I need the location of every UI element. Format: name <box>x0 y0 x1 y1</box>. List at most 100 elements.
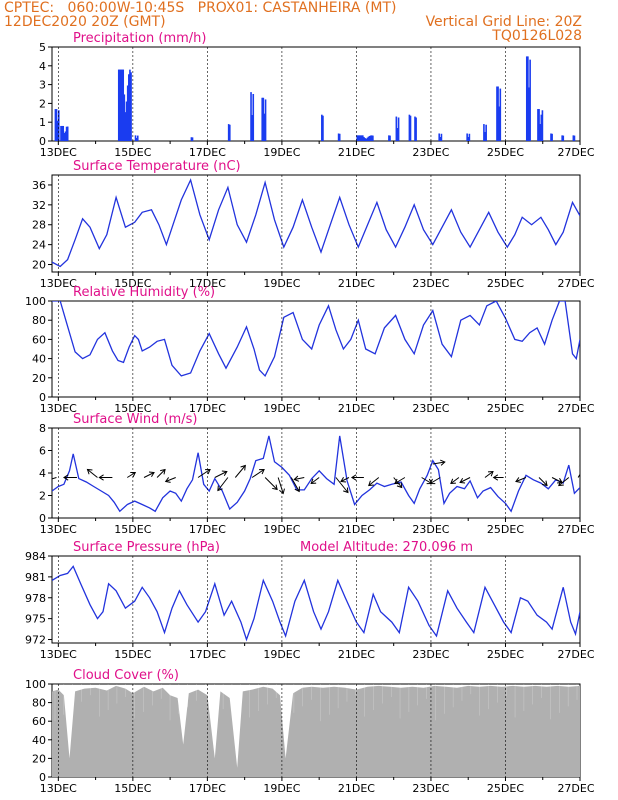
precip-bar <box>541 110 544 141</box>
wind-arrow <box>430 477 441 484</box>
precip-bar <box>368 135 371 141</box>
precip-bar <box>64 131 67 141</box>
precip-bar <box>360 135 363 141</box>
x-tick-label: 23DEC <box>412 146 449 159</box>
wind-arrow <box>340 477 350 482</box>
x-tick-label: 21DEC <box>338 648 375 661</box>
precip-bar <box>539 124 541 141</box>
precip-bar <box>528 87 530 141</box>
x-tick-label: 21DEC <box>338 402 375 415</box>
y-tick-label: 80 <box>32 314 46 327</box>
x-tick-label: 21DEC <box>338 782 375 795</box>
x-tick-label: 25DEC <box>487 648 524 661</box>
precip-bar <box>537 109 539 141</box>
y-tick-label: 40 <box>32 734 46 747</box>
y-tick-label: 0 <box>39 135 46 148</box>
precip-bar <box>397 117 400 141</box>
precip-bar <box>121 69 123 141</box>
wind-arrow-head <box>130 471 137 478</box>
wind-arrow-head <box>515 477 521 483</box>
precip-bar <box>337 133 340 141</box>
wind-arrow <box>421 477 432 484</box>
panel-title: Precipitation (mm/h) <box>73 31 206 46</box>
precip-bar <box>122 69 125 141</box>
precip-bar <box>366 137 369 141</box>
wind-arrow-head <box>450 478 456 485</box>
precip-bar <box>572 135 575 141</box>
wind-arrow-head <box>98 474 104 481</box>
y-tick-label: 0 <box>39 771 46 784</box>
x-tick-label: 13DEC <box>40 648 77 661</box>
wind-arrow-head <box>272 484 278 491</box>
x-tick-label: 21DEC <box>338 277 375 290</box>
wind-arrow <box>538 477 548 486</box>
x-tick-label: 13DEC <box>40 782 77 795</box>
precip-bar <box>125 101 128 141</box>
x-tick-label: 19DEC <box>263 648 300 661</box>
precip-bar <box>363 136 365 141</box>
wind-arrow <box>156 469 166 478</box>
precip-bar <box>440 133 443 141</box>
x-tick-label: 23DEC <box>412 523 449 536</box>
precip-bar <box>123 94 126 141</box>
wind-arrow <box>87 469 98 478</box>
precip-bar <box>264 99 267 141</box>
precip-bar <box>57 110 60 141</box>
y-tick-label: 36 <box>32 179 46 192</box>
y-tick-label: 24 <box>32 239 46 252</box>
wind-arrow-head <box>487 470 494 477</box>
wind-arrow <box>290 477 300 492</box>
precip-bar <box>389 135 391 141</box>
precip-bar <box>134 135 137 141</box>
wind-arrow <box>394 477 406 484</box>
x-tick-label: 23DEC <box>412 648 449 661</box>
wind-arrow-head <box>310 478 317 485</box>
wind-arrow-head <box>240 464 246 471</box>
y-tick-label: 20 <box>32 259 46 272</box>
precip-bar <box>483 124 485 141</box>
header-date: 12DEC2020 20Z (GMT) <box>4 14 166 30</box>
wind-arrow-head <box>368 480 374 487</box>
x-tick-label: 15DEC <box>114 782 151 795</box>
precip-bar <box>497 86 499 141</box>
plot-area <box>54 56 576 141</box>
precip-bar <box>130 72 132 141</box>
wind-arrow-head <box>343 487 349 494</box>
header-grid-note: Vertical Grid Line: 20Z <box>425 14 582 30</box>
x-tick-label: 17DEC <box>189 523 226 536</box>
precip-bar <box>396 128 399 141</box>
wind-arrow-head <box>221 470 228 477</box>
wind-arrow <box>294 477 305 480</box>
precip-bar <box>395 116 398 141</box>
plot-area <box>52 435 580 513</box>
y-tick-label: 80 <box>32 697 46 710</box>
y-tick-label: 978 <box>25 592 46 605</box>
precip-bar <box>61 125 63 141</box>
precip-bar <box>227 124 230 141</box>
wind-arrow <box>214 471 228 478</box>
precip-bar <box>415 117 417 141</box>
wind-arrow-head <box>394 478 400 485</box>
panel-4: 972 975 978 981 984 13DEC 15DEC 17DEC 19DEC 21DEC… <box>25 540 595 661</box>
panel-frame <box>51 427 581 519</box>
precip-bar <box>56 120 59 141</box>
panel-5: 0 20 40 60 80 100 13DEC 15DEC 17DEC 19DEC 21DEC 23D… <box>25 668 595 795</box>
panel-title: Surface Temperature (nC) <box>73 159 241 174</box>
wind-arrow-head <box>459 477 466 484</box>
x-tick-label: 19DEC <box>263 277 300 290</box>
series-line <box>52 435 580 513</box>
precip-bar <box>54 109 57 141</box>
precip-bar <box>550 133 552 141</box>
wind-arrow <box>577 473 580 478</box>
panel-title: Surface Pressure (hPa) <box>73 540 220 555</box>
x-tick-label: 17DEC <box>189 648 226 661</box>
series-line <box>52 301 580 378</box>
precip-bar <box>120 69 122 141</box>
y-tick-label: 100 <box>25 295 46 308</box>
x-tick-label: 27DEC <box>557 146 594 159</box>
x-tick-label: 19DEC <box>263 523 300 536</box>
wind-arrow-head <box>492 474 499 481</box>
precip-bar <box>365 138 367 141</box>
x-tick-label: 15DEC <box>114 277 151 290</box>
x-tick-label: 21DEC <box>338 523 375 536</box>
